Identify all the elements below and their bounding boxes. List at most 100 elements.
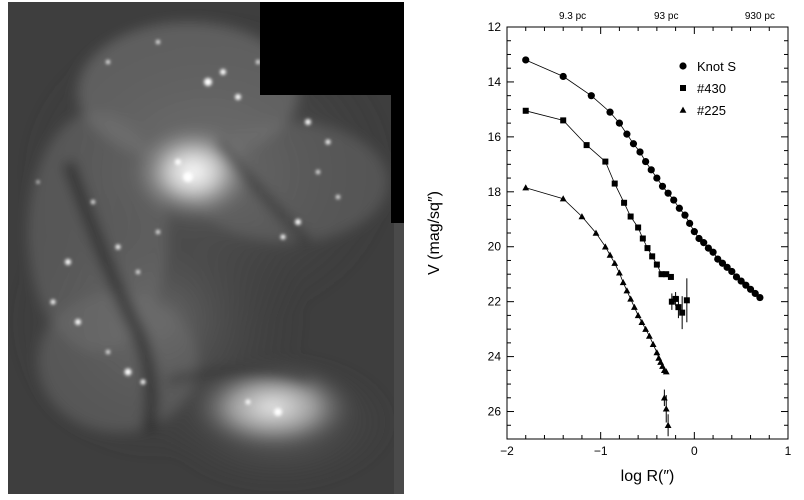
- top-axis-label: 9.3 pc: [559, 11, 586, 22]
- chart-svg: −2 −1 0 1 12 14 16 18 20 22 24 26 9.3 pc 93 pc 930 pc…: [426, 11, 792, 485]
- data-point-circle: [670, 196, 678, 204]
- data-point-square: [658, 271, 665, 278]
- data-point-circle: [629, 140, 638, 148]
- data-point-circle: [695, 234, 703, 243]
- data-point-triangle: [649, 340, 657, 347]
- data-markers: [522, 56, 764, 428]
- data-point-square: [663, 271, 670, 278]
- data-point-triangle: [559, 195, 567, 202]
- data-point-circle: [647, 166, 655, 174]
- data-point-circle: [522, 56, 530, 64]
- data-point-circle: [615, 119, 623, 127]
- axis-ticks: [506, 26, 789, 440]
- data-point-square: [621, 199, 628, 206]
- data-point-square: [627, 213, 634, 220]
- data-point-circle: [728, 267, 736, 276]
- data-point-triangle: [662, 368, 670, 375]
- top-axis-label: 930 pc: [745, 11, 775, 22]
- data-point-triangle: [662, 405, 670, 412]
- data-point-square: [560, 117, 567, 124]
- plot-frame: [506, 26, 789, 440]
- data-point-circle: [746, 285, 755, 293]
- data-point-square: [667, 273, 674, 280]
- data-point-square: [644, 245, 651, 252]
- x-axis-title: log R(″): [621, 468, 675, 485]
- data-point-circle: [737, 277, 745, 285]
- data-point-square: [602, 158, 609, 165]
- data-point-triangle: [664, 421, 672, 428]
- data-point-circle: [751, 289, 759, 298]
- tick-labels: −2 −1 0 1 12 14 16 18 20 22 24 26: [488, 20, 792, 458]
- data-point-triangle: [642, 325, 650, 332]
- data-point-circle: [756, 293, 764, 302]
- x-tick-label: −2: [500, 444, 514, 458]
- x-tick-label: −1: [594, 444, 608, 458]
- y-tick-label: 20: [488, 240, 502, 254]
- data-point-triangle: [660, 394, 668, 401]
- data-point-triangle: [679, 106, 687, 113]
- data-point-square: [672, 295, 679, 302]
- data-point-square: [635, 224, 642, 231]
- data-point-circle: [623, 130, 631, 138]
- data-point-circle: [714, 255, 722, 263]
- data-point-triangle: [578, 213, 586, 220]
- data-point-circle: [679, 62, 687, 70]
- data-point-triangle: [522, 184, 530, 191]
- data-point-square: [649, 253, 656, 260]
- galaxy-image-drawing: [8, 2, 404, 494]
- data-point-circle: [658, 182, 667, 190]
- legend: Knot S #430 #225: [679, 59, 736, 118]
- data-point-square: [522, 107, 529, 114]
- y-tick-label: 22: [488, 295, 502, 309]
- top-axis-label: 93 pc: [654, 11, 678, 22]
- top-axis-labels: 9.3 pc 93 pc 930 pc: [559, 11, 775, 22]
- image-mask-right: [391, 95, 404, 223]
- data-point-circle: [700, 239, 708, 247]
- data-point-triangle: [592, 229, 600, 236]
- data-point-circle: [690, 228, 698, 236]
- x-tick-label: 1: [785, 444, 792, 458]
- data-point-circle: [732, 273, 741, 281]
- data-point-square: [583, 142, 590, 149]
- data-point-triangle: [638, 318, 646, 325]
- data-point-circle: [559, 72, 567, 81]
- series-line: [525, 187, 667, 373]
- y-tick-label: 14: [488, 75, 502, 89]
- data-point-circle: [636, 148, 644, 156]
- data-point-circle: [704, 244, 712, 252]
- data-point-circle: [587, 92, 595, 100]
- data-point-square: [668, 298, 675, 305]
- y-tick-label: 16: [488, 130, 502, 144]
- data-point-triangle: [619, 279, 627, 286]
- legend-label: #225: [697, 103, 726, 118]
- data-point-triangle: [623, 287, 631, 294]
- data-point-square: [683, 297, 690, 304]
- data-point-circle: [664, 189, 672, 197]
- data-point-circle: [653, 174, 661, 182]
- data-point-triangle: [601, 243, 609, 250]
- data-point-triangle: [606, 251, 614, 258]
- image-mask-top: [260, 2, 404, 95]
- data-point-circle: [686, 219, 694, 227]
- surface-brightness-chart: −2 −1 0 1 12 14 16 18 20 22 24 26 9.3 pc 93 pc 930 pc…: [415, 0, 804, 495]
- data-point-circle: [675, 204, 683, 212]
- data-point-triangle: [616, 269, 623, 276]
- y-tick-label: 24: [488, 350, 502, 364]
- y-axis-title: V (mag/sq″): [426, 191, 443, 275]
- y-tick-label: 26: [488, 405, 502, 419]
- data-point-triangle: [645, 332, 653, 339]
- data-point-square: [675, 304, 682, 311]
- data-point-circle: [681, 211, 689, 219]
- data-point-square: [680, 85, 686, 91]
- data-point-triangle: [653, 349, 661, 356]
- data-point-circle: [742, 281, 750, 289]
- galaxy-image: [8, 2, 404, 494]
- y-tick-label: 12: [488, 20, 502, 34]
- data-point-triangle: [627, 295, 635, 302]
- error-bars: [663, 278, 688, 437]
- data-point-circle: [709, 248, 717, 256]
- y-tick-label: 18: [488, 185, 502, 199]
- data-point-circle: [723, 263, 731, 271]
- legend-label: Knot S: [697, 59, 736, 74]
- data-point-square: [611, 180, 618, 187]
